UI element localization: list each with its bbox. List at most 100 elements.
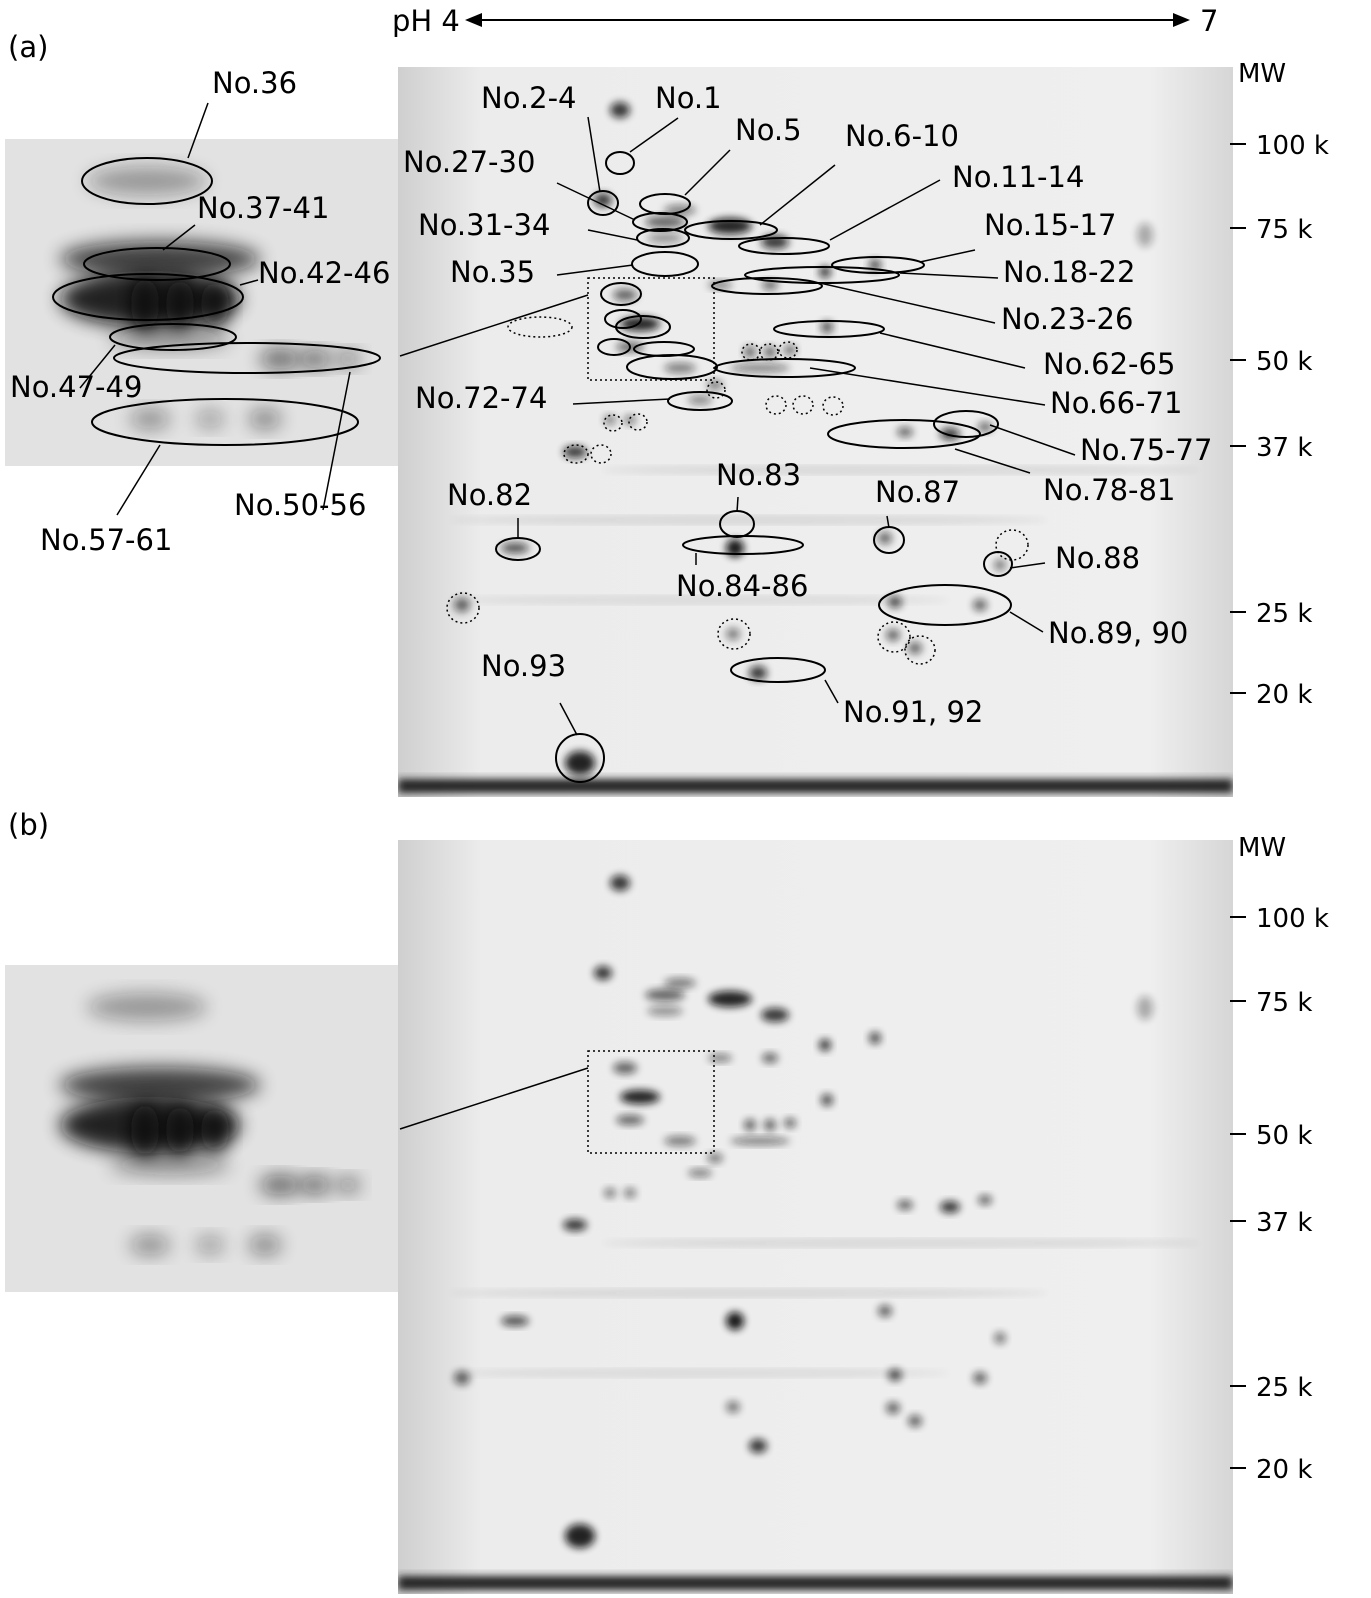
spot-label: No.35 [450,255,535,289]
panel-label: (a) [8,30,48,64]
mw-tick-label: 75 k [1256,988,1312,1018]
mw-tick-label: 100 k [1256,131,1329,161]
spot-label: No.47-49 [10,370,142,404]
gel-spot [869,1032,881,1044]
spot-label: No.36 [212,66,297,100]
spot-label: No.89, 90 [1048,616,1188,650]
mw-title: MW [1238,59,1286,89]
spot-label: No.15-17 [984,208,1116,242]
gel-spot [450,1370,950,1376]
gel-spot [501,543,529,553]
gel-spot [762,1053,778,1063]
gel-spot [688,396,712,404]
gel-spot [744,346,756,358]
spot-label: No.57-61 [40,523,172,557]
spot-label: No.1 [655,81,722,115]
gel-spot [784,1118,796,1128]
gel-spot [1137,223,1153,247]
mw-tick-label: 75 k [1256,215,1312,245]
inset-spot [87,167,207,195]
inset-spot [260,349,300,369]
gel-spot [908,1415,922,1427]
gel-spot [761,1008,789,1022]
leader-line [737,497,738,512]
gel-spot [744,1119,756,1131]
gel-spot [784,345,796,355]
gel-spot [664,978,696,988]
spot-label: No.87 [875,475,960,509]
gel-spot [730,1137,790,1145]
inset-spot [166,280,194,328]
gel-spot [886,629,900,641]
mw-tick-label: 37 k [1256,433,1312,463]
gel-spot [878,532,892,544]
gel-image [398,840,1233,1594]
gel-front [398,779,1233,793]
panel-label: (b) [8,808,49,842]
gel-spot [707,1153,723,1163]
mw-tick-label: 25 k [1256,599,1312,629]
mw-tick-label: 20 k [1256,1455,1312,1485]
ph-start-label: pH 4 [392,4,460,38]
spot-label: No.50-56 [234,488,366,522]
inset-spot [196,1236,224,1254]
inset-spot [249,409,281,429]
gel-spot [645,989,685,1001]
mw-tick-label: 20 k [1256,680,1312,710]
ph-end-label: 7 [1200,4,1218,38]
spot-label: No.75-77 [1080,433,1212,467]
spot-label: No.11-14 [952,160,1084,194]
gel-spot [1137,996,1153,1020]
gel-spot [604,1188,616,1198]
spot-label: No.93 [481,649,566,683]
spot-label: No.23-26 [1001,302,1133,336]
gel-spot [978,1195,992,1205]
gel-spot [726,1312,744,1330]
mw-tick-label: 37 k [1256,1208,1312,1238]
gel-spot [994,559,1006,571]
spot-label: No.6-10 [845,119,959,153]
gel-spot [688,1169,712,1177]
gel-spot [565,1524,595,1548]
gel-spot [994,1332,1006,1344]
gel-spot [600,1240,1200,1246]
inset-spot [201,1108,229,1152]
inset-spot [166,1106,194,1154]
inset-spot [299,350,331,368]
gel-spot [897,1200,913,1210]
inset-spot [249,1235,281,1255]
gel-spot [908,642,922,654]
spot-label: No.66-71 [1050,386,1182,420]
mw-title: MW [1238,833,1286,863]
inset-spot [110,1155,230,1175]
gel-spot [664,363,696,373]
gel-spot [726,1401,740,1413]
mw-tick-label: 25 k [1256,1373,1312,1403]
gel-spot [647,233,683,243]
spot-label: No.84-86 [676,569,808,603]
gel-spot [664,1136,696,1146]
inset-spot [201,282,229,326]
spot-label: No.5 [735,113,802,147]
inset-spot [260,1175,300,1195]
gel-spot [897,427,913,437]
gel-spot [940,1201,960,1213]
gel-front [398,1576,1233,1590]
gel-spot [749,666,767,680]
mw-tick-label: 50 k [1256,347,1312,377]
gel-spot [563,1219,587,1231]
gel-spot [978,422,992,432]
gel-spot [749,1439,767,1453]
spot-label: No.37-41 [197,191,329,225]
spot-label: No.31-34 [418,208,550,242]
inset-spot [196,410,224,428]
gel-spot [821,1094,833,1106]
figure: pH 4 7 (a) MW 100 k 75 k 50 k 37 k 25 k 20 k (b) MW… [0,0,1371,1594]
gel-spot [973,1372,987,1384]
gel-spot [501,1316,529,1326]
gel-spot [888,1369,902,1381]
gel-spot [888,596,902,608]
spot-label: No.72-74 [415,381,547,415]
mw-tick-label: 50 k [1256,1121,1312,1151]
gel-spot [764,346,776,358]
